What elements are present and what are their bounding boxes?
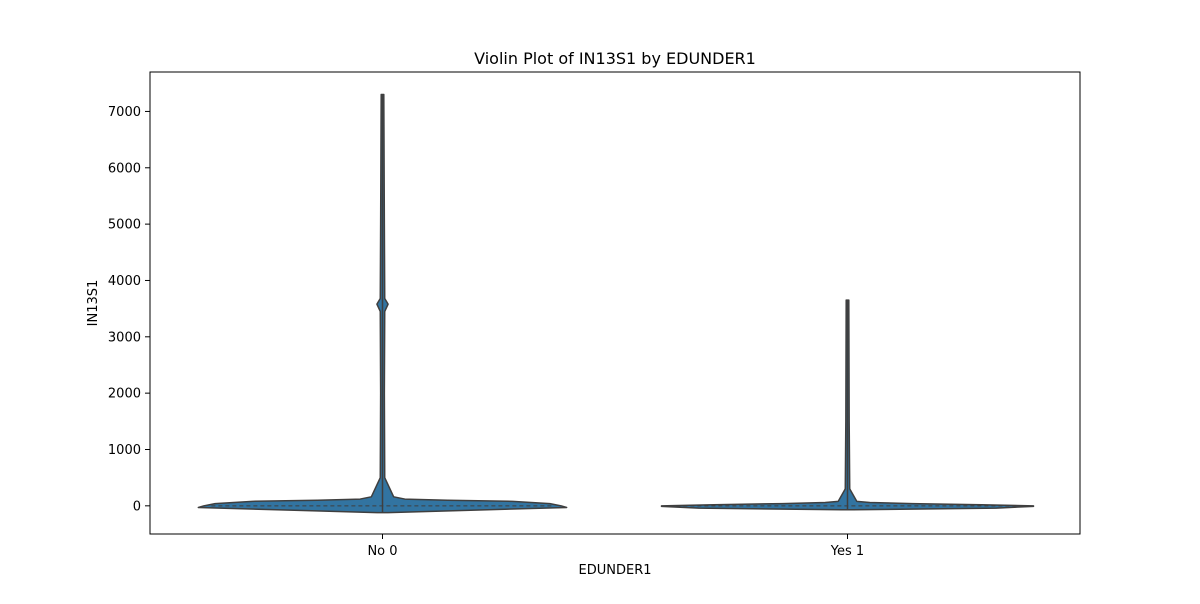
y-tick-label: 0 <box>133 499 141 514</box>
y-tick-label: 2000 <box>108 387 141 402</box>
chart-title: Violin Plot of IN13S1 by EDUNDER1 <box>474 49 756 68</box>
y-tick-label: 1000 <box>108 443 141 458</box>
y-tick-label: 3000 <box>108 330 141 345</box>
y-tick-label: 6000 <box>108 161 141 176</box>
y-axis-label: IN13S1 <box>86 280 101 327</box>
y-tick-label: 4000 <box>108 274 141 289</box>
x-tick-label: No 0 <box>367 544 397 559</box>
x-axis-label: EDUNDER1 <box>579 563 652 578</box>
y-tick-label: 7000 <box>108 105 141 120</box>
x-tick-label: Yes 1 <box>830 544 864 559</box>
y-tick-label: 5000 <box>108 218 141 233</box>
